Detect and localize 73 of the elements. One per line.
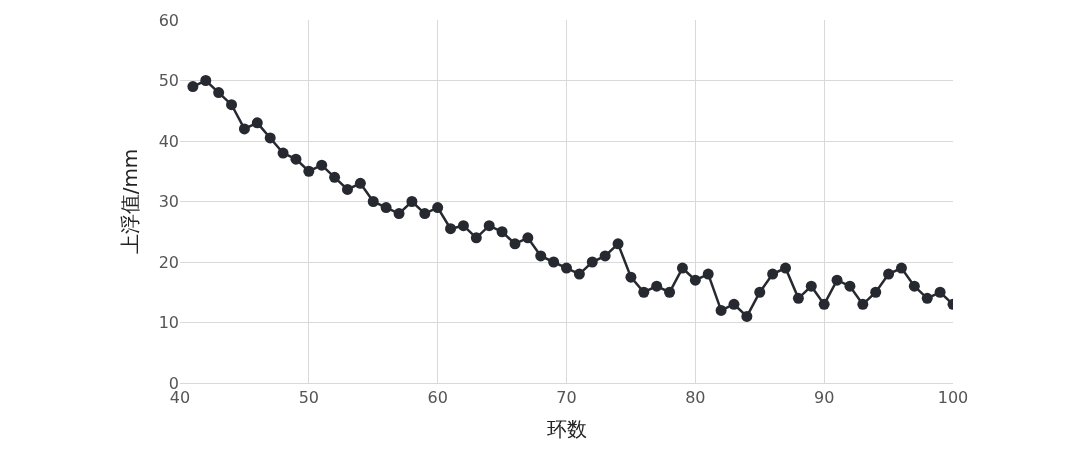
point — [522, 232, 534, 244]
point — [213, 87, 225, 99]
x-tick-label: 90 — [813, 388, 835, 408]
point — [857, 298, 869, 310]
point — [226, 99, 238, 111]
point — [805, 280, 817, 292]
point — [290, 153, 302, 165]
y-axis-title: 上浮值/mm — [118, 148, 143, 255]
point — [664, 286, 676, 298]
point — [921, 292, 933, 304]
point — [316, 159, 328, 171]
point — [934, 286, 946, 298]
point — [908, 280, 920, 292]
point — [406, 196, 418, 207]
point — [689, 274, 701, 286]
x-tick-label: 70 — [556, 388, 577, 408]
point — [831, 274, 843, 286]
point — [870, 286, 882, 298]
point — [767, 268, 779, 280]
x-tick-label: 80 — [685, 388, 706, 408]
point — [303, 165, 315, 177]
x-axis-title: 环数 — [546, 416, 587, 441]
point — [380, 202, 392, 214]
x-tick-label: 100 — [937, 388, 969, 408]
x-tick-label: 50 — [298, 388, 320, 408]
point — [754, 286, 766, 298]
point — [780, 262, 792, 274]
point — [548, 256, 560, 268]
point — [367, 196, 379, 207]
y-tick-label: 40 — [158, 131, 179, 151]
point — [187, 81, 199, 93]
point — [702, 268, 714, 280]
point — [728, 298, 740, 310]
point — [573, 268, 585, 280]
point — [445, 223, 457, 235]
point — [561, 262, 572, 274]
point — [496, 226, 508, 238]
point — [844, 280, 856, 292]
point — [792, 292, 804, 304]
y-tick-label: 60 — [158, 10, 179, 30]
point — [329, 171, 341, 183]
point — [651, 280, 663, 292]
point — [535, 250, 547, 262]
point — [612, 238, 624, 250]
point — [599, 250, 611, 262]
point — [393, 208, 405, 220]
y-tick-label: 20 — [158, 252, 179, 272]
point — [238, 123, 250, 135]
point — [264, 132, 276, 144]
point — [509, 238, 521, 250]
y-tick-label: 50 — [158, 71, 179, 91]
point — [676, 262, 688, 274]
point — [483, 220, 495, 232]
point — [715, 304, 727, 316]
point — [419, 208, 431, 220]
y-tick-label: 30 — [158, 192, 179, 212]
point — [354, 177, 366, 189]
point — [741, 310, 753, 322]
point — [638, 286, 650, 298]
point — [277, 147, 289, 159]
x-tick-label: 60 — [427, 388, 448, 408]
point — [457, 220, 469, 232]
point — [200, 75, 212, 86]
point — [341, 183, 353, 195]
point — [586, 256, 598, 268]
y-tick-label: 10 — [158, 313, 179, 333]
point — [625, 271, 637, 283]
point — [818, 298, 830, 310]
point — [432, 202, 444, 214]
point — [895, 262, 907, 274]
point — [470, 232, 482, 244]
point — [251, 117, 263, 129]
point — [883, 268, 895, 280]
